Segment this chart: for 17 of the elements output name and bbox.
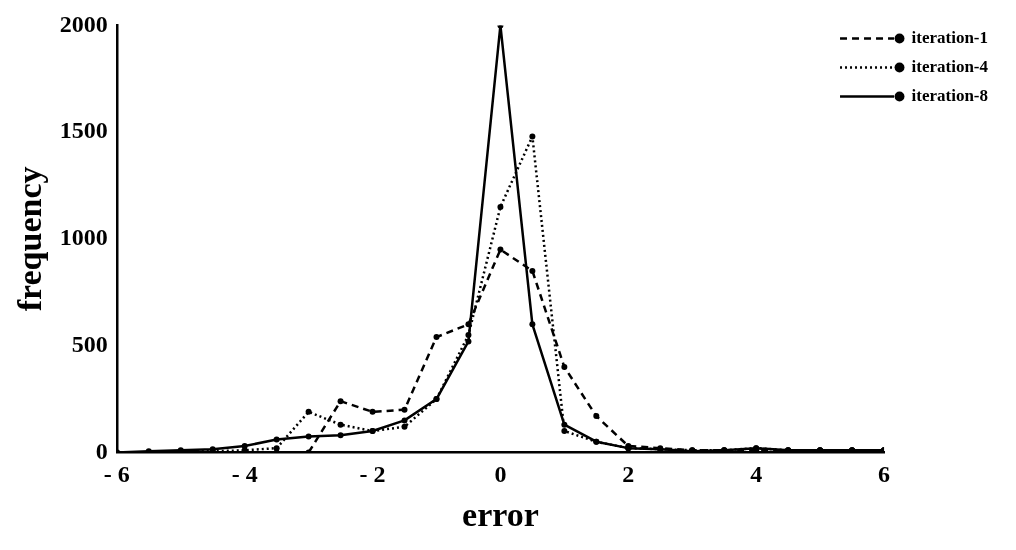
x-tick-label: 2 xyxy=(622,461,635,487)
x-axis-title: error xyxy=(462,496,539,534)
y-axis-title: frequency xyxy=(11,166,49,312)
x-tick-label: 6 xyxy=(878,461,891,487)
y-tick-label: 500 xyxy=(71,330,108,357)
legend-label: iteration-8 xyxy=(911,85,989,105)
y-tick-label: 1500 xyxy=(59,117,108,144)
x-tick-label: - 4 xyxy=(231,461,258,487)
y-tick-label: 1000 xyxy=(59,224,108,251)
legend-label: iteration-4 xyxy=(911,56,989,76)
y-tick-label: 2000 xyxy=(59,10,108,37)
y-tick-label: 0 xyxy=(95,437,108,464)
x-tick-label: - 2 xyxy=(359,461,386,487)
x-tick-label: 4 xyxy=(750,461,763,487)
x-tick-label: - 6 xyxy=(103,461,130,487)
x-tick-label: 0 xyxy=(494,461,507,487)
legend-label: iteration-1 xyxy=(911,27,989,47)
